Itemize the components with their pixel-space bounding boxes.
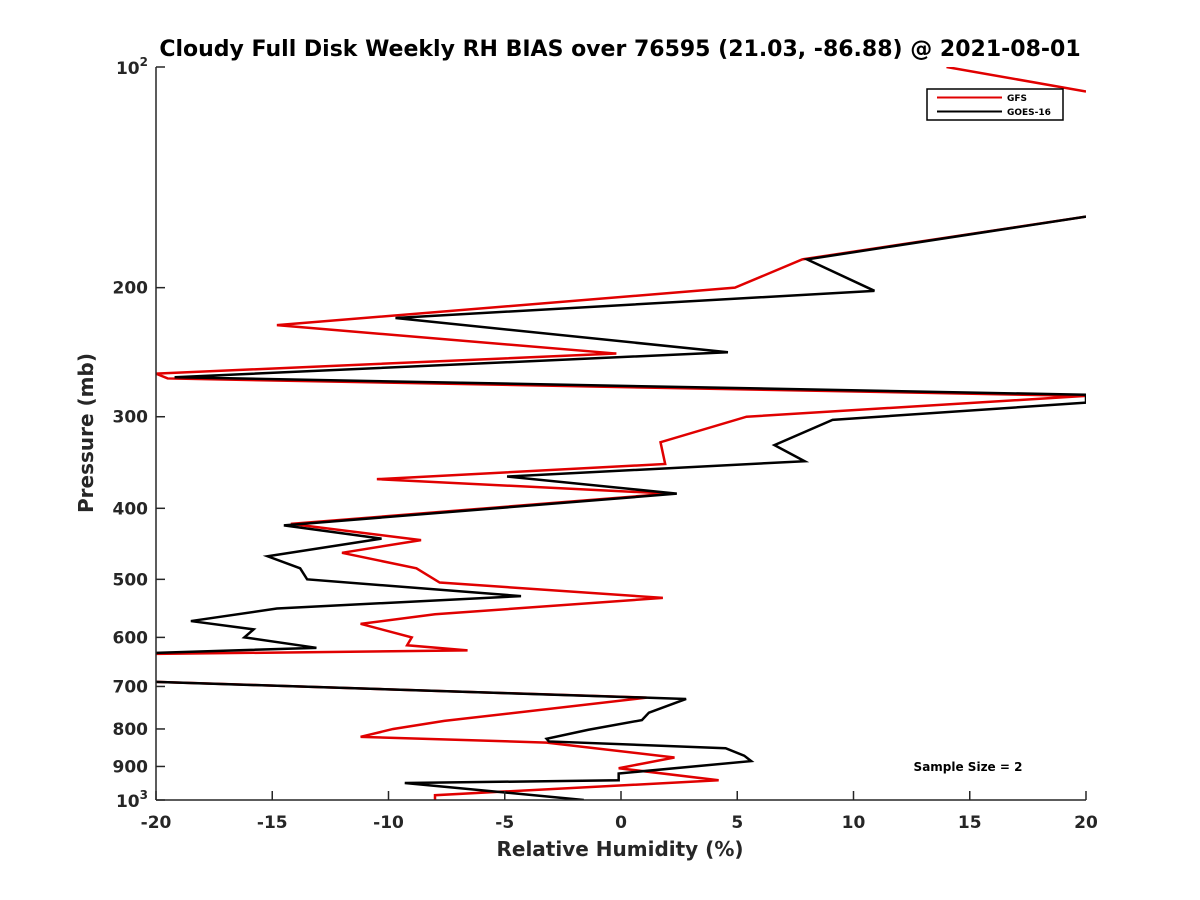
legend-label-goes16: GOES-16 (1007, 108, 1051, 118)
x-tick-label: 20 (1074, 813, 1098, 833)
chart-title: Cloudy Full Disk Weekly RH BIAS over 765… (159, 37, 1080, 62)
x-axis-label: Relative Humidity (%) (496, 837, 743, 861)
x-tick-label: 10 (842, 813, 866, 833)
x-tick-label: 5 (731, 813, 743, 833)
y-tick-label: 400 (113, 499, 149, 519)
x-tick-label: -15 (257, 813, 288, 833)
x-tick-label: -10 (373, 813, 404, 833)
series-layer (156, 67, 1086, 800)
legend: GFS GOES-16 (926, 88, 1064, 121)
x-tick-label: -20 (141, 813, 172, 833)
y-tick-label: 103 (116, 788, 148, 812)
plot-area (156, 67, 1086, 800)
y-tick-label: 900 (113, 757, 149, 777)
y-tick-label: 500 (113, 570, 149, 590)
series-line-goes-16 (156, 215, 1086, 800)
sample-size-annotation: Sample Size = 2 (914, 760, 1023, 774)
y-axis-label: Pressure (mb) (74, 353, 98, 513)
y-tick-label: 102 (116, 55, 148, 79)
legend-label-gfs: GFS (1007, 94, 1027, 104)
y-tick-label: 700 (113, 677, 149, 697)
y-tick-label: 800 (113, 720, 149, 740)
legend-box (926, 88, 1064, 121)
tick-layer: -20 -15 -10 -5 0 5 10 15 20 102 200 300 400 500 600 700… (113, 55, 1098, 833)
y-tick-label: 600 (113, 628, 149, 648)
x-tick-label: 0 (615, 813, 627, 833)
y-tick-label: 200 (113, 279, 149, 299)
y-tick-label: 300 (113, 408, 149, 428)
x-tick-label: -5 (495, 813, 514, 833)
x-tick-label: 15 (958, 813, 982, 833)
